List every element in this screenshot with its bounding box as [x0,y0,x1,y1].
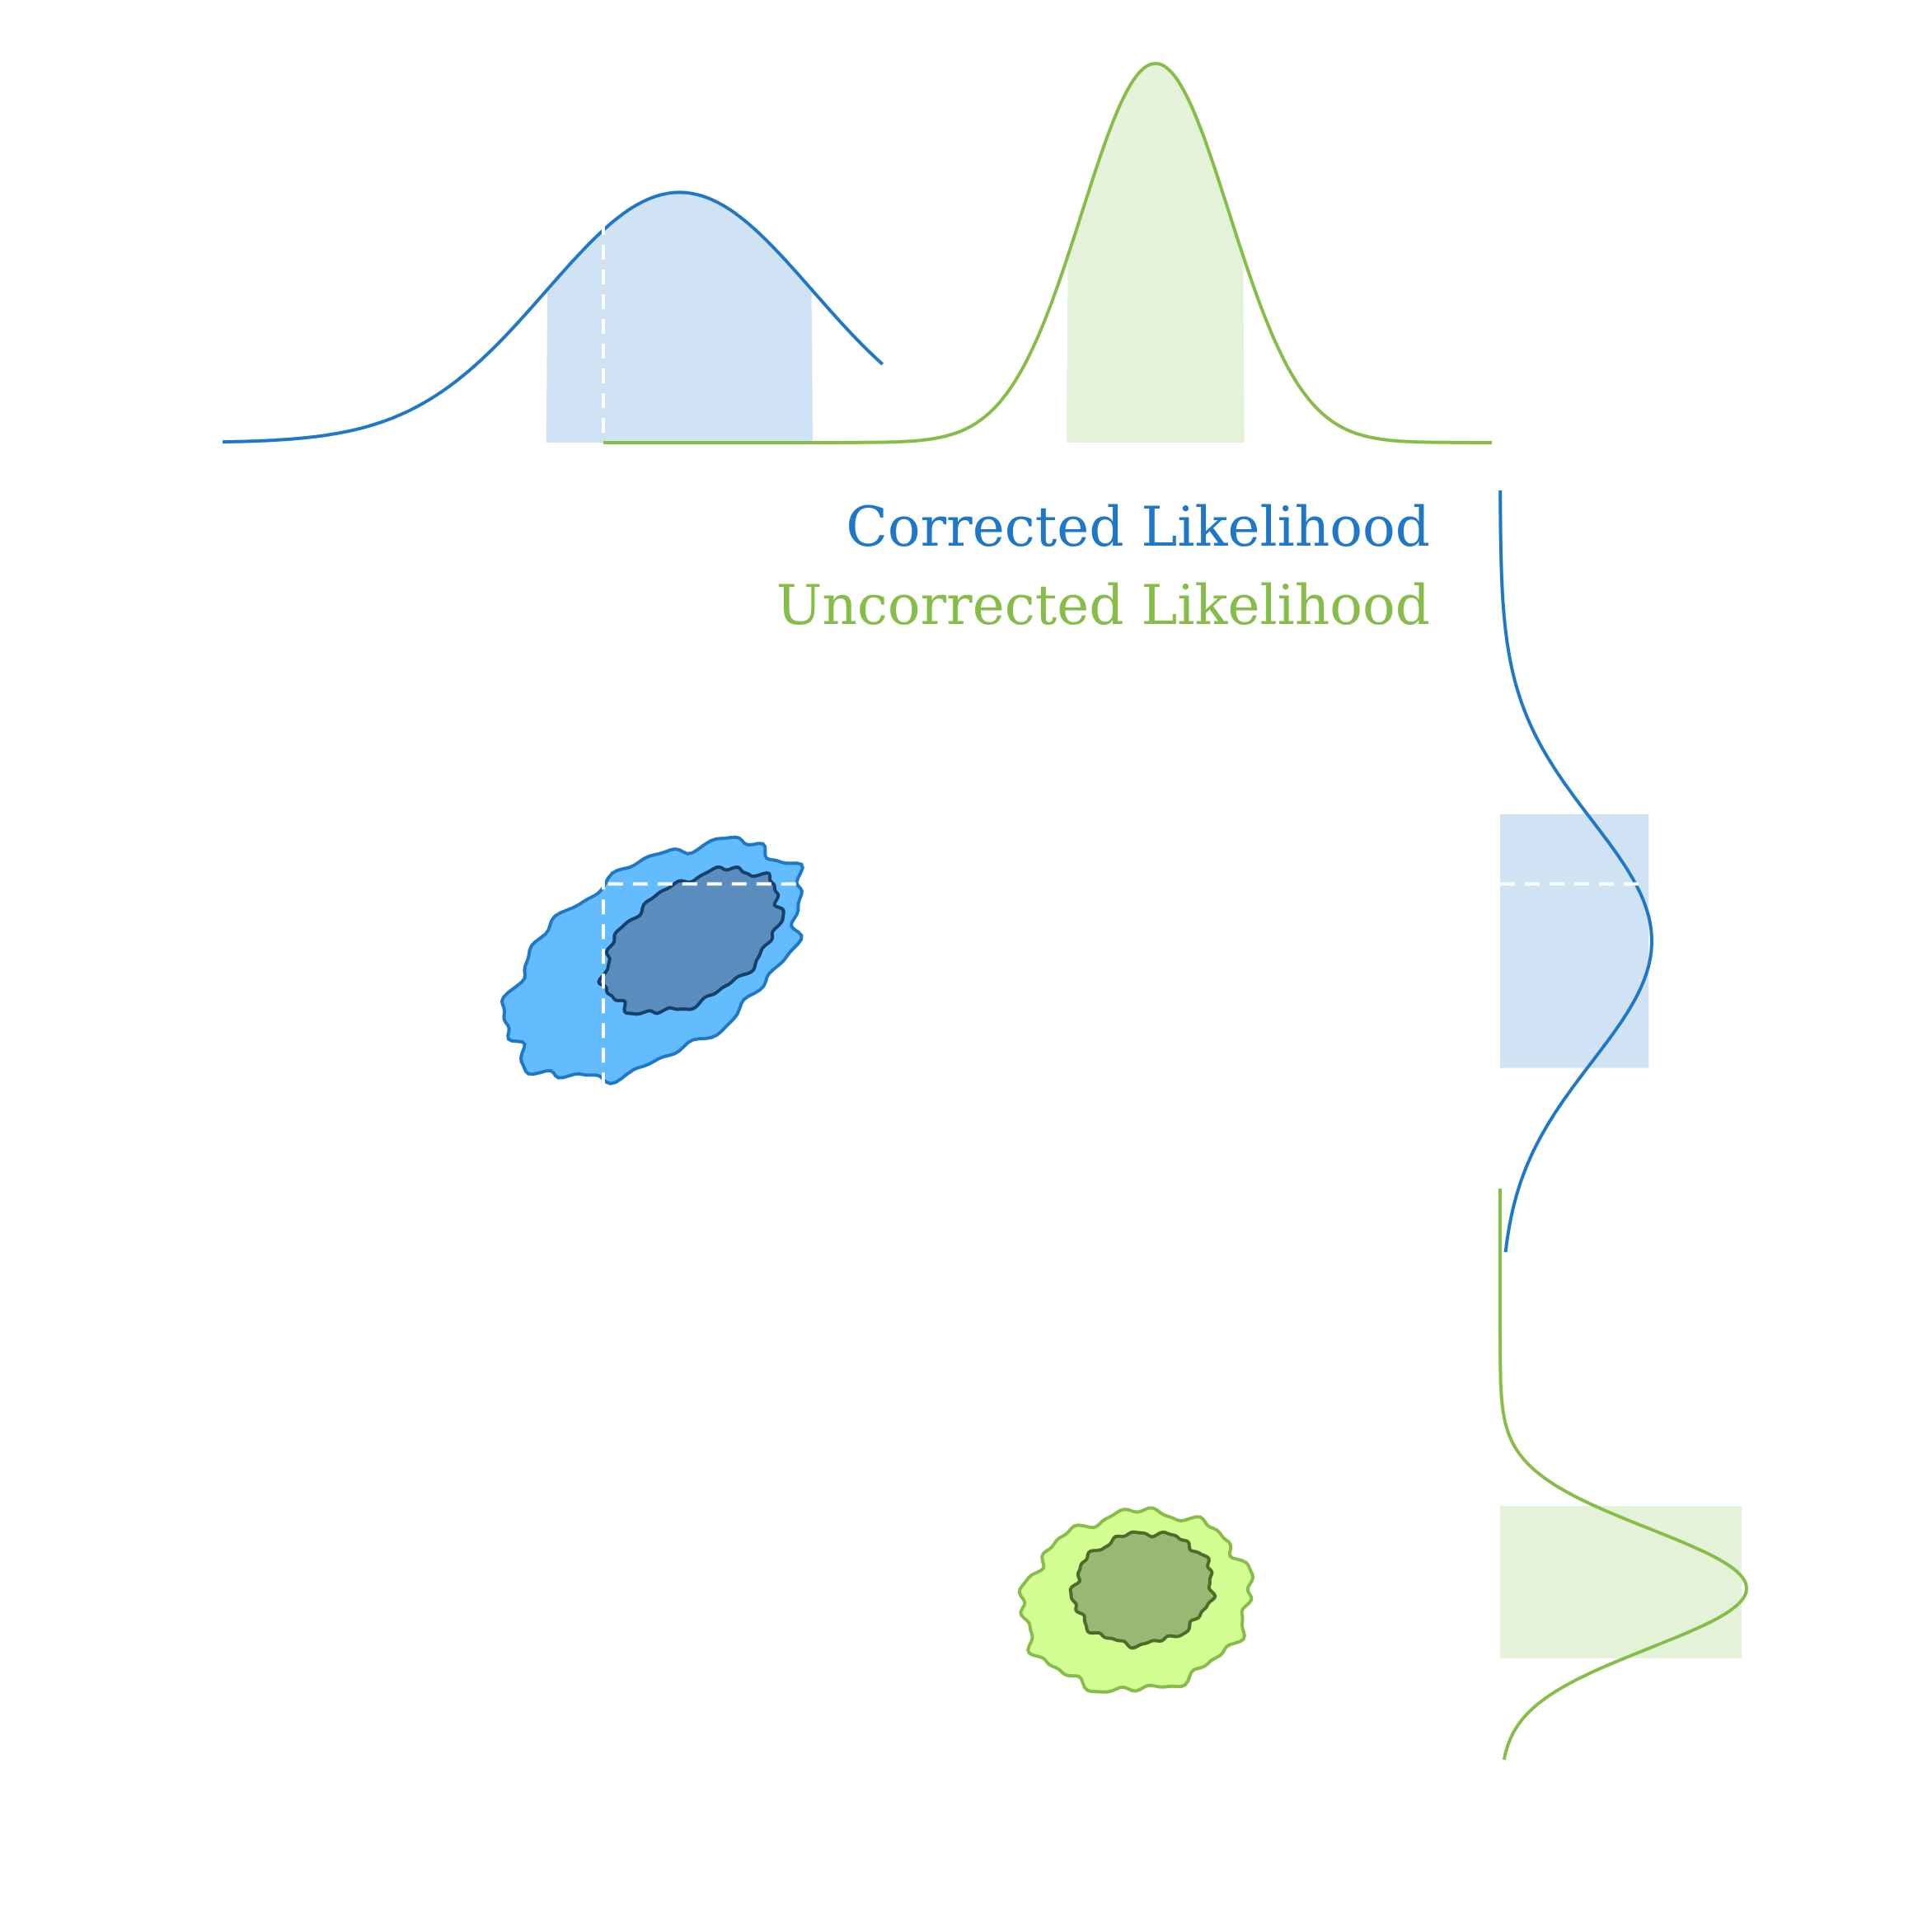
y-marginal-band-uncorrected [1500,1506,1742,1658]
y-marginal-curve-corrected [1498,490,1653,1253]
x-marginal-curve-uncorrected [603,62,1492,444]
legend-entry-uncorrected: Uncorrected Likelihood [776,574,1430,637]
y-marginal-band-corrected [1500,814,1649,1068]
y-marginal-panel [1498,490,1748,1761]
joint-contour-panel [311,528,1255,1694]
x-marginal-panel [223,62,1492,444]
contour-inner-uncorrected [1068,1530,1217,1650]
x-marginal-curve-corrected [223,190,884,444]
y-marginal-curve-uncorrected [1498,1189,1748,1761]
contour-inner-corrected [597,865,785,1016]
x-marginal-band-corrected [546,192,814,443]
legend: Corrected Likelihood Uncorrected Likelih… [776,495,1430,637]
legend-entry-corrected: Corrected Likelihood [846,495,1430,559]
x-marginal-band-uncorrected [1067,63,1245,443]
